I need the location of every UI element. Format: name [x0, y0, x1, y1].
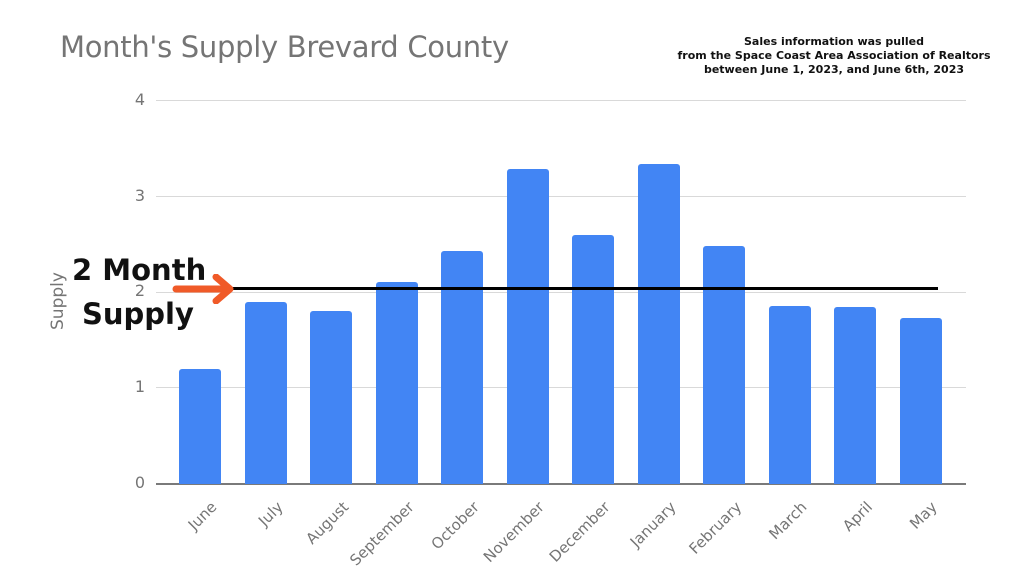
bar-april [834, 307, 876, 484]
bar-january [637, 164, 680, 484]
arrow-right-icon [172, 274, 234, 304]
two-month-supply-annotation: 2 Month Supply [72, 248, 206, 336]
y-tick-3: 3 [134, 186, 145, 205]
x-label-august: August [301, 498, 352, 548]
x-label-may: May [906, 498, 942, 533]
x-label-october: October [427, 498, 483, 554]
bar-august [310, 311, 352, 484]
y-tick-0: 0 [134, 473, 145, 492]
x-label-february: February [684, 498, 745, 558]
gridline-4 [156, 100, 966, 101]
y-axis-label: Supply [48, 272, 68, 330]
source-note-line-1: Sales information was pulled [744, 35, 924, 48]
bar-december [572, 235, 614, 484]
x-label-january: January [626, 498, 680, 551]
bar-may [899, 317, 942, 484]
x-label-june: June [184, 498, 221, 534]
y-tick-4: 4 [134, 90, 145, 109]
x-label-september: September [345, 498, 418, 570]
source-note-line-2: from the Space Coast Area Association of… [677, 49, 991, 62]
source-note: Sales information was pulled from the Sp… [660, 35, 1008, 77]
gridline-1 [156, 387, 966, 388]
bar-october [441, 250, 483, 484]
x-label-july: July [254, 498, 287, 530]
bar-june [179, 368, 221, 484]
bar-november [506, 169, 549, 484]
gridline-2 [156, 292, 966, 293]
x-axis-baseline [156, 483, 966, 485]
bar-february [703, 245, 745, 484]
x-label-march: March [765, 498, 811, 544]
two-month-supply-reference-line [232, 287, 938, 290]
x-label-november: November [480, 498, 549, 566]
gridline-3 [156, 196, 966, 197]
chart-title: Month's Supply Brevard County [60, 30, 509, 64]
bar-september [375, 282, 418, 484]
bar-march [768, 306, 811, 484]
x-label-april: April [838, 498, 876, 535]
annotation-line-2: Supply [82, 297, 194, 331]
y-tick-1: 1 [134, 377, 145, 396]
annotation-line-1: 2 Month [72, 253, 207, 287]
x-label-december: December [545, 498, 614, 566]
y-tick-2: 2 [134, 281, 145, 300]
source-note-line-3: between June 1, 2023, and June 6th, 2023 [703, 63, 965, 76]
bar-july [244, 301, 287, 484]
